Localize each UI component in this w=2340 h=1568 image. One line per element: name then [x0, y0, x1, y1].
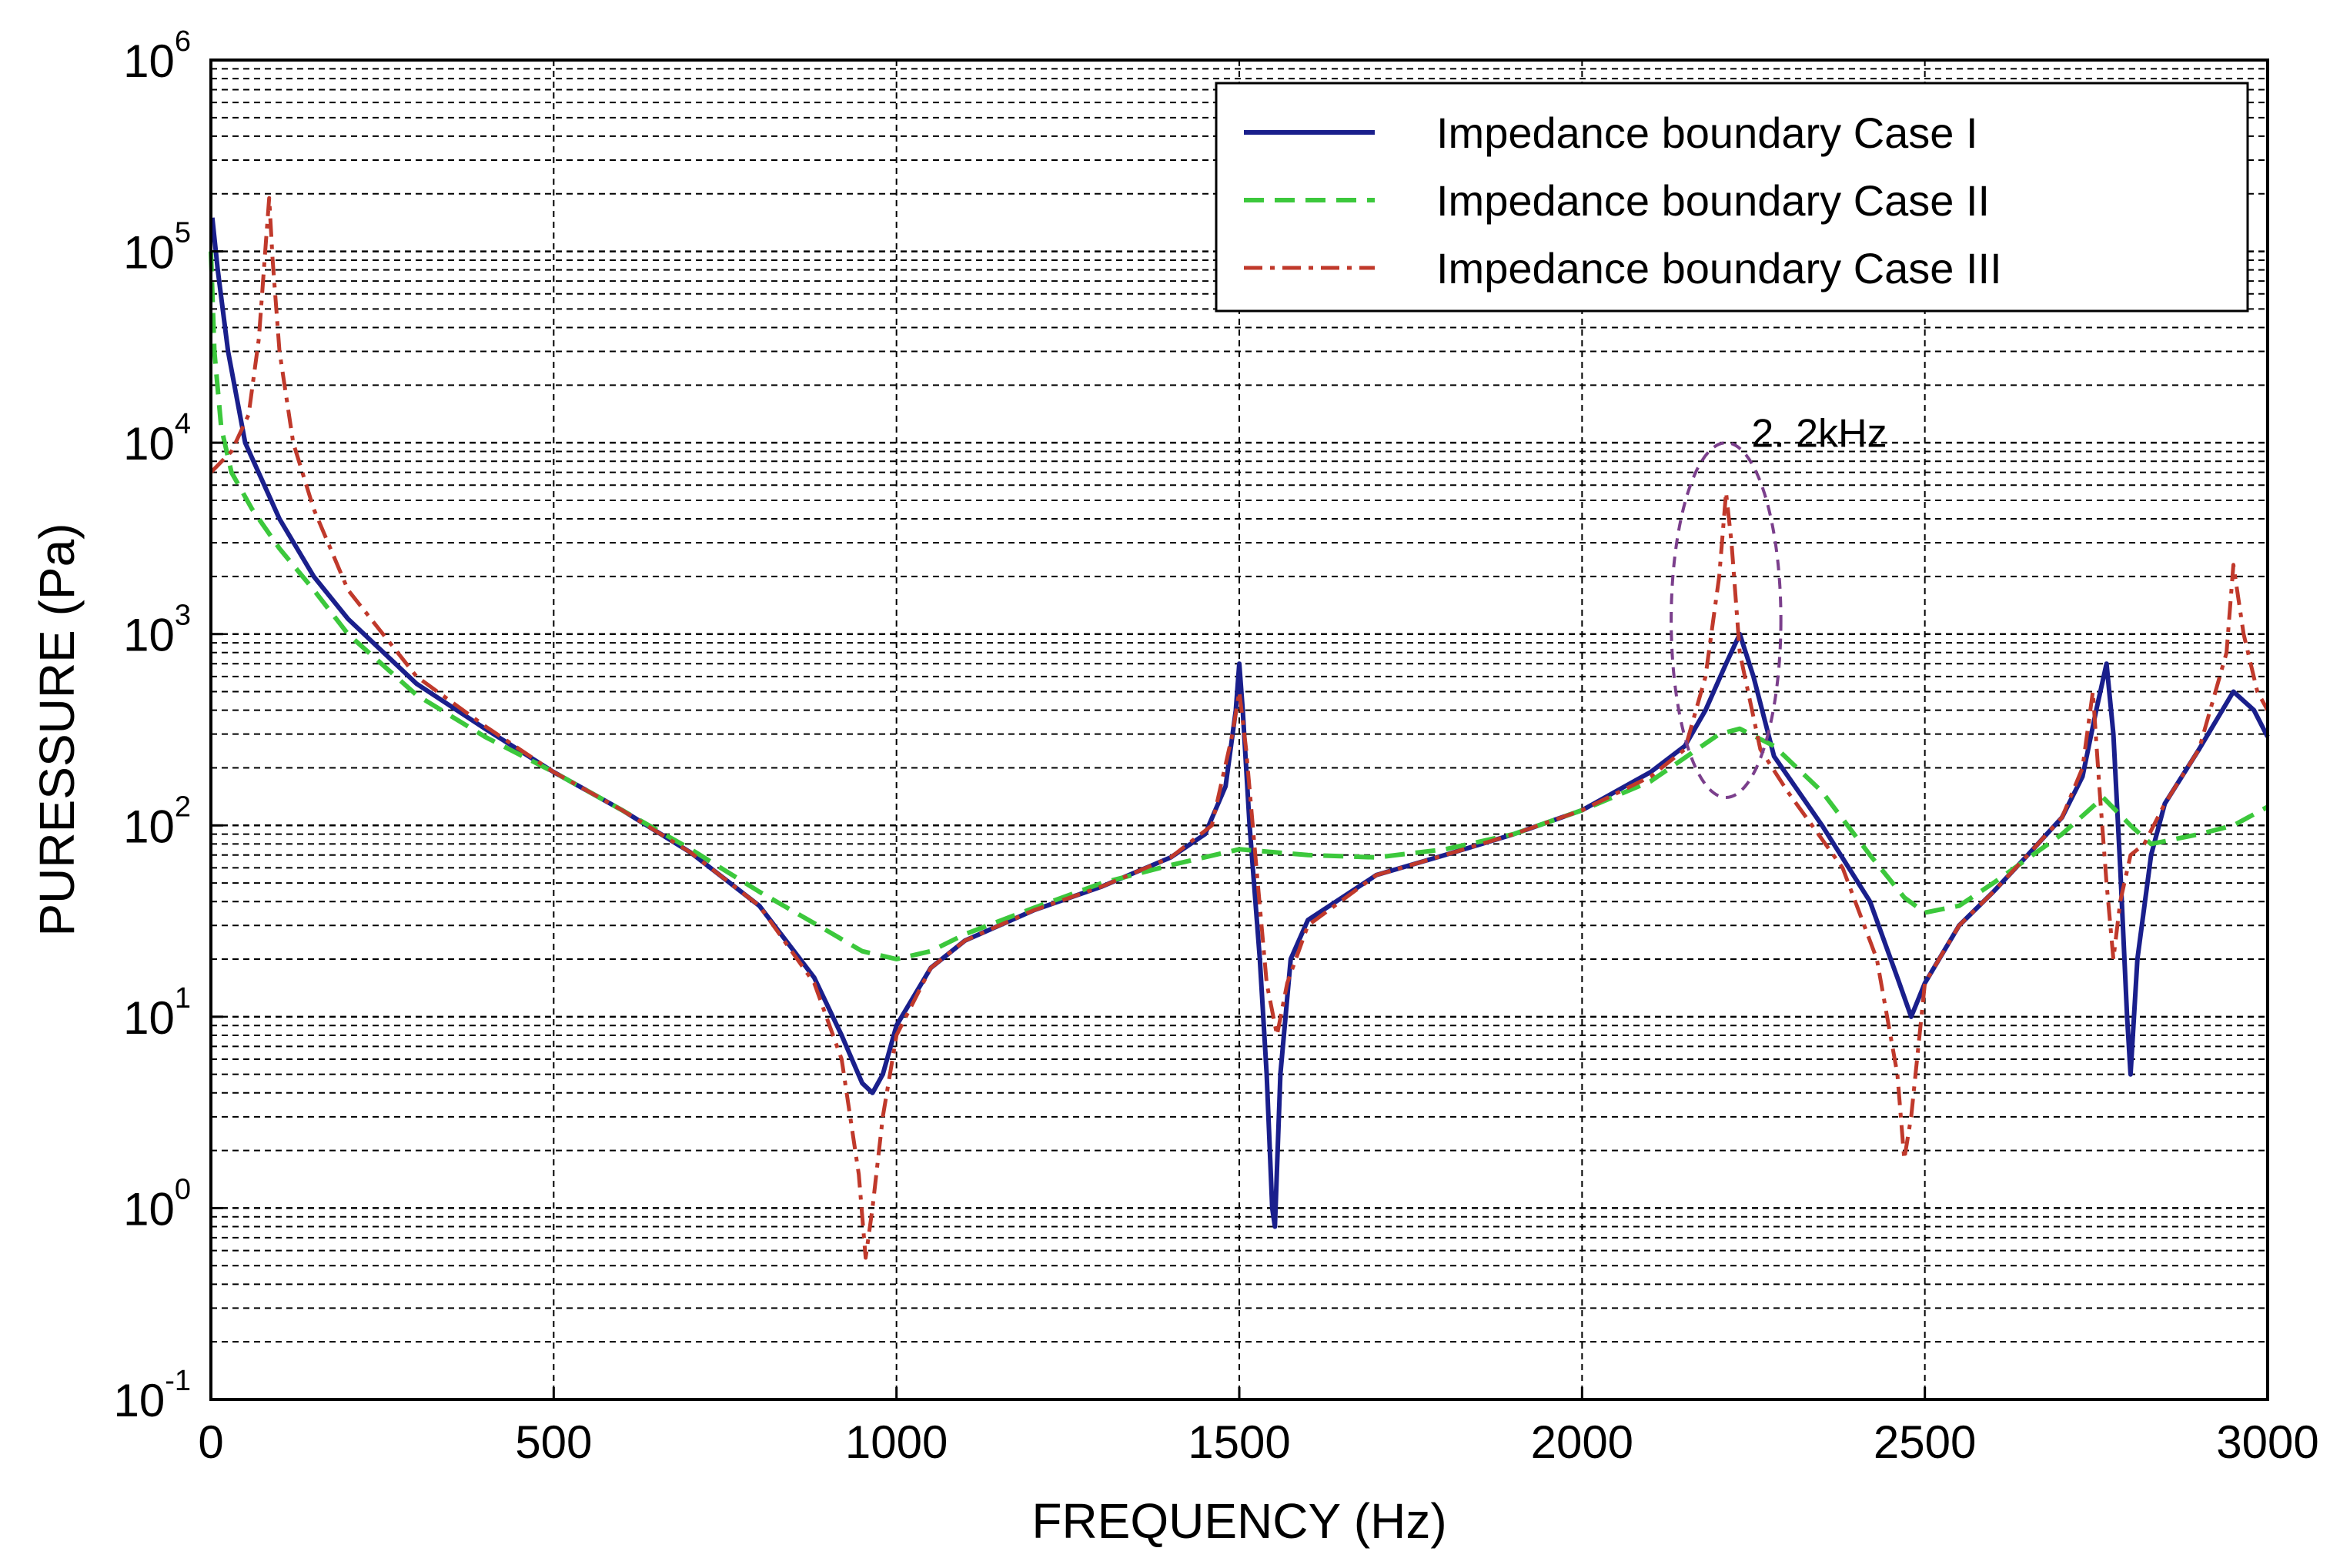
- y-tick-label: 105: [123, 217, 191, 279]
- series-group: [209, 196, 2270, 1260]
- x-tick-label: 0: [198, 1416, 223, 1468]
- annotation-ellipse: [1670, 441, 1783, 799]
- x-tick-label: 3000: [2216, 1416, 2318, 1468]
- legend: Impedance boundary Case I Impedance boun…: [1215, 82, 2249, 313]
- y-axis-title: PURESSURE (Pa): [29, 523, 85, 937]
- x-tick-label: 1000: [845, 1416, 948, 1468]
- legend-box: [1215, 82, 2249, 313]
- y-tick-label: 106: [123, 25, 191, 87]
- y-tick-label: 101: [123, 982, 191, 1044]
- y-tick-label: 10-1: [113, 1365, 191, 1426]
- annotation: 2. 2kHz: [1670, 411, 1887, 799]
- y-tick-label: 100: [123, 1173, 191, 1235]
- legend-label-case-ii: Impedance boundary Case II: [1436, 176, 1990, 225]
- x-tick-label: 1500: [1188, 1416, 1290, 1468]
- series-line-case-iii: [209, 196, 2270, 1260]
- y-tick-label: 102: [123, 791, 191, 852]
- y-tick-label: 103: [123, 600, 191, 661]
- legend-label-case-iii: Impedance boundary Case III: [1436, 244, 2002, 293]
- y-tick-label: 104: [123, 408, 191, 470]
- x-axis-ticks: 0 500 1000 1500 2000 2500 3000: [198, 1387, 2319, 1468]
- annotation-label: 2. 2kHz: [1751, 411, 1887, 456]
- x-tick-label: 2500: [1874, 1416, 1976, 1468]
- x-tick-label: 500: [515, 1416, 592, 1468]
- y-axis-ticks: 10-1 100 101 102 103 104 105 106: [113, 25, 223, 1426]
- x-tick-label: 2000: [1531, 1416, 1633, 1468]
- legend-label-case-i: Impedance boundary Case I: [1436, 109, 1978, 157]
- x-axis-title: FREQUENCY (Hz): [1031, 1493, 1446, 1549]
- series-line-case-ii: [209, 251, 2269, 961]
